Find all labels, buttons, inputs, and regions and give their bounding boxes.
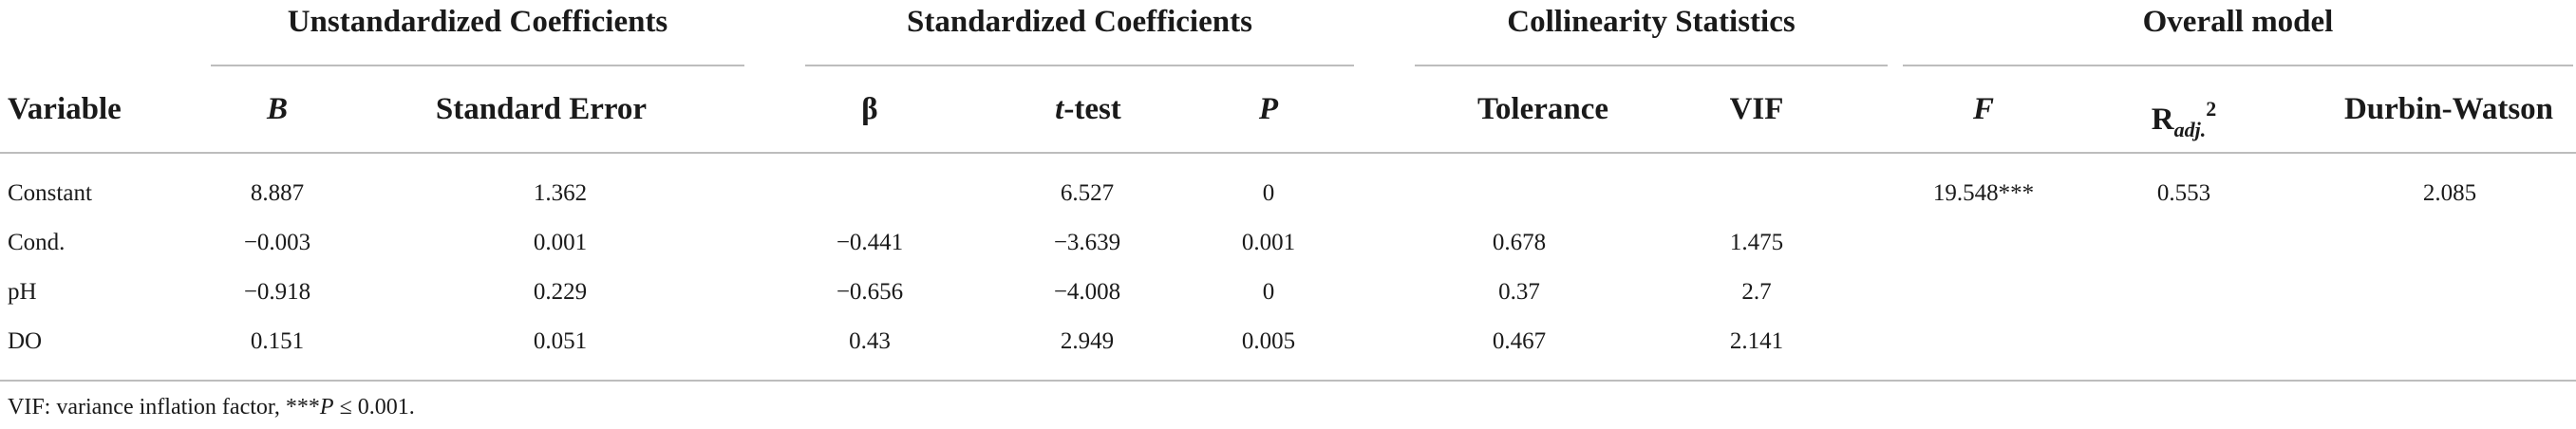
cell-variable: Constant [8, 180, 92, 206]
t-label: t [1055, 92, 1064, 126]
footnote-tail: ≤ 0.001. [333, 395, 415, 420]
cell-p: 0.001 [1241, 230, 1296, 255]
cell-variable: DO [8, 328, 43, 354]
col-header-variable: Variable [8, 92, 122, 126]
radj-subscript: adj. [2173, 118, 2207, 141]
cell-f [1903, 273, 2064, 311]
cell-se: 0.001 [533, 230, 588, 255]
cell-tolerance: 0.467 [1492, 328, 1547, 354]
group-header-standardized: Standardized Coefficients [907, 5, 1252, 39]
cell-vif: 1.475 [1729, 230, 1784, 255]
cell-b: −0.003 [243, 230, 311, 255]
radj-superscript: 2 [2206, 97, 2217, 121]
col-header-standard-error: Standard Error [435, 92, 648, 126]
table-footnote: VIF: variance inflation factor, ***P ≤ 0… [8, 391, 415, 423]
group-rule-collinearity [1415, 65, 1888, 66]
cell-f: 19.548*** [1932, 180, 2035, 206]
cell-radj [2103, 273, 2265, 311]
col-header-p: P [1212, 85, 1326, 133]
cell-beta [813, 175, 927, 213]
col-header-f: F [1903, 85, 2064, 133]
cell-durbin-watson [2383, 323, 2516, 361]
cell-tolerance: 0.37 [1498, 279, 1540, 305]
footnote-text: VIF: variance inflation factor, *** [8, 395, 320, 420]
cell-t: −3.639 [1053, 230, 1121, 255]
cell-t: 6.527 [1060, 180, 1115, 206]
cell-t: 2.949 [1060, 328, 1115, 354]
f-label: F [1972, 92, 1994, 126]
cell-se: 0.051 [533, 328, 588, 354]
col-header-tolerance: Tolerance [1476, 92, 1609, 126]
cell-beta: −0.656 [836, 279, 904, 305]
cell-p: 0 [1262, 180, 1275, 206]
cell-se: 0.229 [533, 279, 588, 305]
cell-durbin-watson [2383, 273, 2516, 311]
t-label-suffix: -test [1063, 92, 1121, 126]
cell-radj: 0.553 [2156, 180, 2211, 206]
cell-vif: 2.141 [1729, 328, 1784, 354]
cell-p: 0 [1262, 279, 1275, 305]
col-header-vif: VIF [1729, 92, 1784, 126]
cell-b: −0.918 [243, 279, 311, 305]
col-header-radj: Radj.2 [2103, 85, 2265, 141]
group-header-overall: Overall model [2142, 5, 2334, 39]
cell-beta: −0.441 [836, 230, 904, 255]
cell-tolerance [1453, 175, 1586, 213]
b-label: B [266, 92, 288, 126]
cell-se: 1.362 [533, 180, 588, 206]
cell-t: −4.008 [1053, 279, 1121, 305]
col-header-beta: β [861, 92, 878, 126]
group-rule-standardized [805, 65, 1354, 66]
cell-beta: 0.43 [849, 328, 891, 354]
group-rule-unstandardized [211, 65, 744, 66]
cell-variable: pH [8, 279, 37, 305]
cell-radj [2103, 224, 2265, 262]
group-header-collinearity: Collinearity Statistics [1507, 5, 1796, 39]
group-rule-overall [1903, 65, 2573, 66]
radj-base: R [2151, 103, 2174, 137]
cell-durbin-watson [2383, 224, 2516, 262]
cell-f [1903, 224, 2064, 262]
header-rule [0, 152, 2576, 154]
cell-durbin-watson: 2.085 [2422, 180, 2477, 206]
cell-vif: 2.7 [1741, 279, 1772, 305]
table-bottom-rule [0, 380, 2576, 382]
col-header-b: B [211, 85, 344, 133]
cell-radj [2103, 323, 2265, 361]
cell-tolerance: 0.678 [1492, 230, 1547, 255]
cell-p: 0.005 [1241, 328, 1296, 354]
col-header-t-test: t-test [984, 85, 1193, 133]
p-label: P [1258, 92, 1279, 126]
cell-b: 8.887 [250, 180, 305, 206]
cell-b: 0.151 [250, 328, 305, 354]
cell-f [1903, 323, 2064, 361]
group-header-unstandardized: Unstandardized Coefficients [287, 5, 668, 39]
cell-vif [1690, 175, 1823, 213]
footnote-p: P [319, 395, 334, 420]
cell-variable: Cond. [8, 230, 66, 255]
col-header-durbin-watson: Durbin-Watson [2343, 92, 2554, 126]
